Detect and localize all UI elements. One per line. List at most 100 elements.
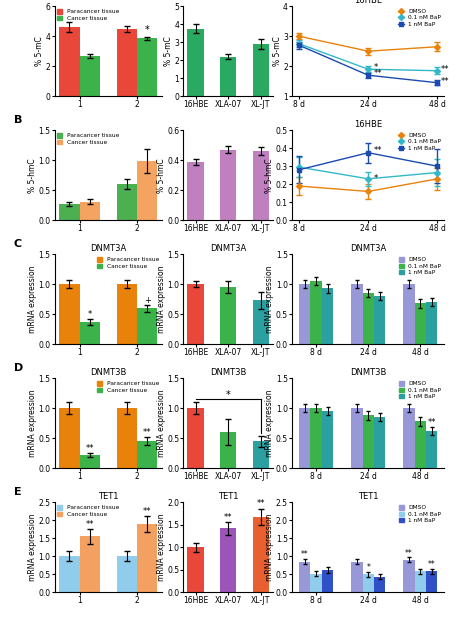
Bar — [415, 571, 426, 592]
Bar — [80, 56, 100, 96]
Y-axis label: mRNA expression: mRNA expression — [157, 513, 166, 581]
Bar — [137, 524, 157, 592]
Legend: Paracancer tissue, Cancer tissue: Paracancer tissue, Cancer tissue — [57, 133, 119, 145]
Bar — [80, 455, 100, 468]
Title: TET1: TET1 — [98, 492, 118, 502]
Bar — [374, 577, 385, 592]
Bar — [322, 412, 333, 468]
Bar — [351, 561, 363, 592]
Bar — [117, 557, 137, 592]
Text: D: D — [14, 363, 23, 373]
Bar — [322, 570, 333, 592]
Y-axis label: mRNA expression: mRNA expression — [265, 513, 274, 581]
Text: **: ** — [143, 507, 151, 516]
Text: B: B — [14, 115, 22, 125]
Bar — [351, 408, 363, 468]
Bar — [310, 408, 322, 468]
Bar — [220, 528, 237, 592]
Bar — [220, 288, 237, 344]
Text: *: * — [374, 63, 378, 72]
Title: TET1: TET1 — [218, 492, 238, 502]
Bar — [137, 162, 157, 220]
Text: **: ** — [428, 418, 436, 427]
Legend: Paracancer tissue, Cancer tissue: Paracancer tissue, Cancer tissue — [57, 505, 119, 517]
Bar — [299, 561, 310, 592]
Y-axis label: mRNA expression: mRNA expression — [157, 389, 166, 457]
Text: **: ** — [374, 146, 382, 155]
Y-axis label: % 5-hmC: % 5-hmC — [28, 158, 37, 193]
Title: DNMT3B: DNMT3B — [350, 368, 386, 378]
Bar — [253, 441, 269, 468]
Bar — [403, 408, 415, 468]
Y-axis label: mRNA expression: mRNA expression — [28, 389, 37, 457]
Y-axis label: % 5-hmC: % 5-hmC — [265, 158, 274, 193]
Legend: Paracancer tissue, Cancer tissue: Paracancer tissue, Cancer tissue — [98, 257, 159, 269]
Title: DNMT3B: DNMT3B — [90, 368, 127, 378]
Bar — [253, 151, 269, 220]
Bar — [426, 302, 438, 344]
Text: **: ** — [441, 77, 449, 86]
Title: 16HBE: 16HBE — [354, 0, 383, 6]
Bar — [59, 204, 80, 220]
Bar — [299, 408, 310, 468]
Bar — [415, 304, 426, 344]
Bar — [322, 288, 333, 344]
Text: *: * — [145, 25, 149, 35]
Title: DNMT3A: DNMT3A — [210, 244, 246, 254]
Y-axis label: mRNA expression: mRNA expression — [265, 265, 274, 333]
Bar — [220, 57, 237, 96]
Text: *: * — [374, 173, 378, 183]
Text: **: ** — [428, 560, 436, 569]
Title: 16HBE: 16HBE — [354, 120, 383, 130]
Bar — [220, 150, 237, 220]
Y-axis label: mRNA expression: mRNA expression — [157, 265, 166, 333]
Bar — [426, 571, 438, 592]
Y-axis label: mRNA expression: mRNA expression — [28, 513, 37, 581]
Title: DNMT3B: DNMT3B — [210, 368, 246, 378]
Text: **: ** — [405, 549, 413, 558]
Text: **: ** — [224, 513, 233, 522]
Bar — [253, 300, 269, 344]
Y-axis label: % 5-mC: % 5-mC — [164, 36, 173, 66]
Bar — [403, 284, 415, 344]
Text: C: C — [14, 239, 22, 249]
Bar — [187, 28, 204, 96]
Text: **: ** — [301, 550, 309, 560]
Bar — [59, 408, 80, 468]
Text: *: * — [366, 563, 370, 572]
Y-axis label: mRNA expression: mRNA expression — [265, 389, 274, 457]
Text: **: ** — [374, 69, 382, 78]
Bar — [187, 547, 204, 592]
Text: *: * — [88, 310, 91, 319]
Bar — [59, 27, 80, 96]
Title: DNMT3A: DNMT3A — [90, 244, 127, 254]
Text: **: ** — [85, 444, 94, 453]
Bar — [137, 38, 157, 96]
Y-axis label: % 5-mC: % 5-mC — [273, 36, 282, 66]
Bar — [59, 284, 80, 344]
Bar — [117, 284, 137, 344]
Title: TET1: TET1 — [358, 492, 378, 502]
Bar — [299, 284, 310, 344]
Bar — [117, 184, 137, 220]
Bar — [187, 162, 204, 220]
Bar — [137, 441, 157, 468]
Legend: DMSO, 0.1 nM BaP, 1 nM BaP: DMSO, 0.1 nM BaP, 1 nM BaP — [398, 9, 441, 27]
Bar — [117, 408, 137, 468]
Bar — [426, 431, 438, 468]
Legend: DMSO, 0.1 nM BaP, 1 nM BaP: DMSO, 0.1 nM BaP, 1 nM BaP — [398, 133, 441, 151]
Bar — [253, 516, 269, 592]
Legend: Paracancer tissue, Cancer tissue: Paracancer tissue, Cancer tissue — [98, 381, 159, 393]
Bar — [80, 202, 100, 220]
Bar — [374, 296, 385, 344]
Text: **: ** — [256, 499, 265, 508]
Text: A: A — [14, 0, 22, 1]
Bar — [80, 536, 100, 592]
Y-axis label: mRNA expression: mRNA expression — [28, 265, 37, 333]
Bar — [137, 308, 157, 344]
Legend: Paracancer tissue, Cancer tissue: Paracancer tissue, Cancer tissue — [57, 9, 119, 21]
Bar — [374, 417, 385, 468]
Bar — [363, 415, 374, 468]
Bar — [80, 322, 100, 344]
Bar — [403, 560, 415, 592]
